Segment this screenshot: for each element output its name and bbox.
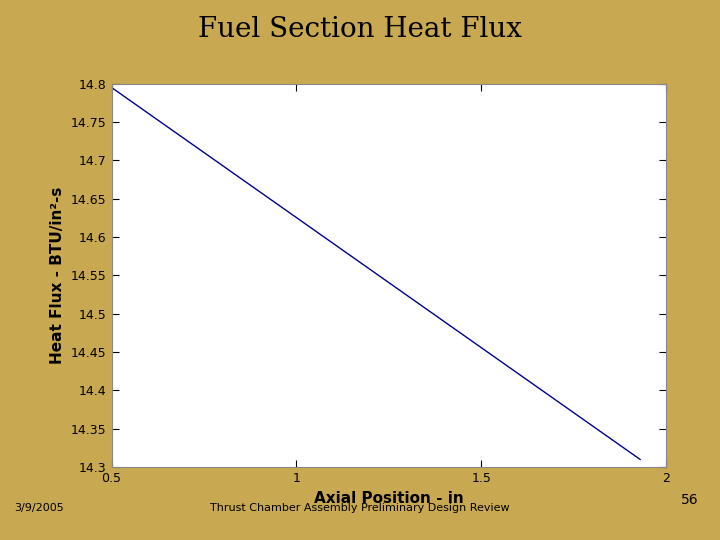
X-axis label: Axial Position - in: Axial Position - in bbox=[314, 490, 464, 505]
Text: Thrust Chamber Assembly Preliminary Design Review: Thrust Chamber Assembly Preliminary Desi… bbox=[210, 503, 510, 512]
Text: Fuel Section Heat Flux: Fuel Section Heat Flux bbox=[198, 16, 522, 43]
Text: 56: 56 bbox=[681, 492, 698, 507]
Text: 3/9/2005: 3/9/2005 bbox=[14, 503, 64, 512]
Y-axis label: Heat Flux - BTU/in²-s: Heat Flux - BTU/in²-s bbox=[50, 187, 66, 364]
